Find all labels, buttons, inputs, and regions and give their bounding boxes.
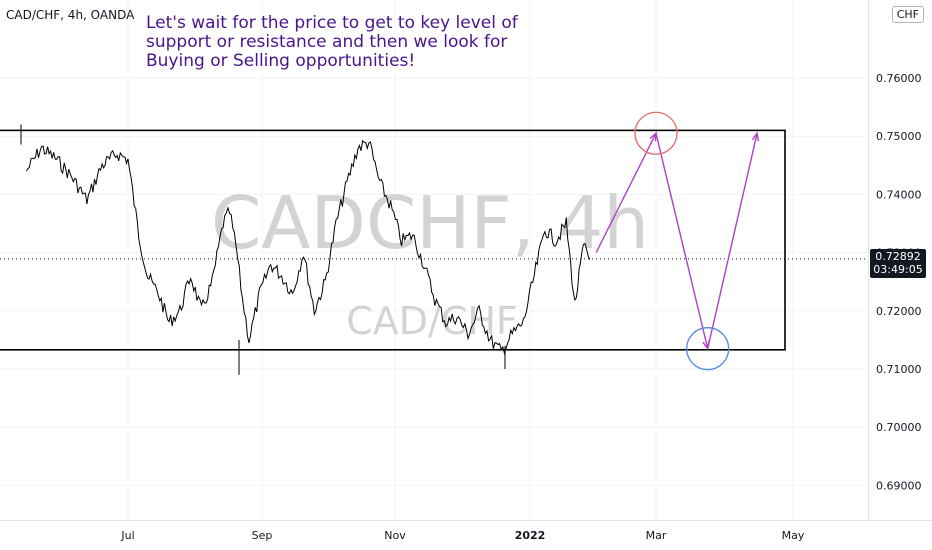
y-tick-label: 0.70000 [876, 421, 922, 434]
y-tick-label: 0.72000 [876, 305, 922, 318]
projection-arrowhead [751, 131, 760, 142]
projection-arrowhead [702, 340, 710, 351]
chart-title: CAD/CHF, 4h, OANDA [6, 8, 135, 22]
symbol-watermark: CADCHF, 4h CAD/CHF [211, 181, 649, 343]
countdown-timer: 03:49:05 [873, 263, 923, 276]
x-tick-label: Sep [252, 529, 273, 542]
price-series [20, 124, 591, 375]
y-tick-label: 0.74000 [876, 188, 922, 201]
projection-line [595, 131, 758, 349]
x-tick-label: Jul [120, 529, 134, 542]
last-price-tag: 0.72892 03:49:05 [870, 249, 926, 278]
last-price-value: 0.72892 [875, 250, 921, 263]
y-tick-label: 0.76000 [876, 72, 922, 85]
range-box-rect [0, 129, 786, 351]
watermark-main: CADCHF, 4h [211, 181, 649, 265]
x-tick-label: 2022 [515, 529, 546, 542]
x-tick-label: Nov [384, 529, 406, 542]
annotation-text: Let's wait for the price to get to key l… [146, 13, 518, 71]
watermark-sub: CAD/CHF [346, 299, 518, 343]
projection-arrowhead [649, 131, 657, 142]
target-circle [685, 326, 730, 371]
chart-grid [0, 0, 868, 520]
y-tick-label: 0.69000 [876, 479, 922, 492]
y-tick-label: 0.75000 [876, 130, 922, 143]
x-tick-label: Mar [646, 529, 667, 542]
price-axis[interactable]: 0.690000.700000.710000.720000.730000.740… [876, 72, 922, 492]
price-line [25, 139, 591, 355]
time-axis[interactable]: Jul Sep Nov 2022 Mar May [120, 529, 804, 542]
target-circle [634, 111, 678, 155]
currency-button[interactable]: CHF [891, 6, 924, 23]
x-tick-label: May [782, 529, 805, 542]
projection-path [595, 111, 760, 371]
range-box [0, 129, 786, 351]
y-tick-label: 0.71000 [876, 363, 922, 376]
